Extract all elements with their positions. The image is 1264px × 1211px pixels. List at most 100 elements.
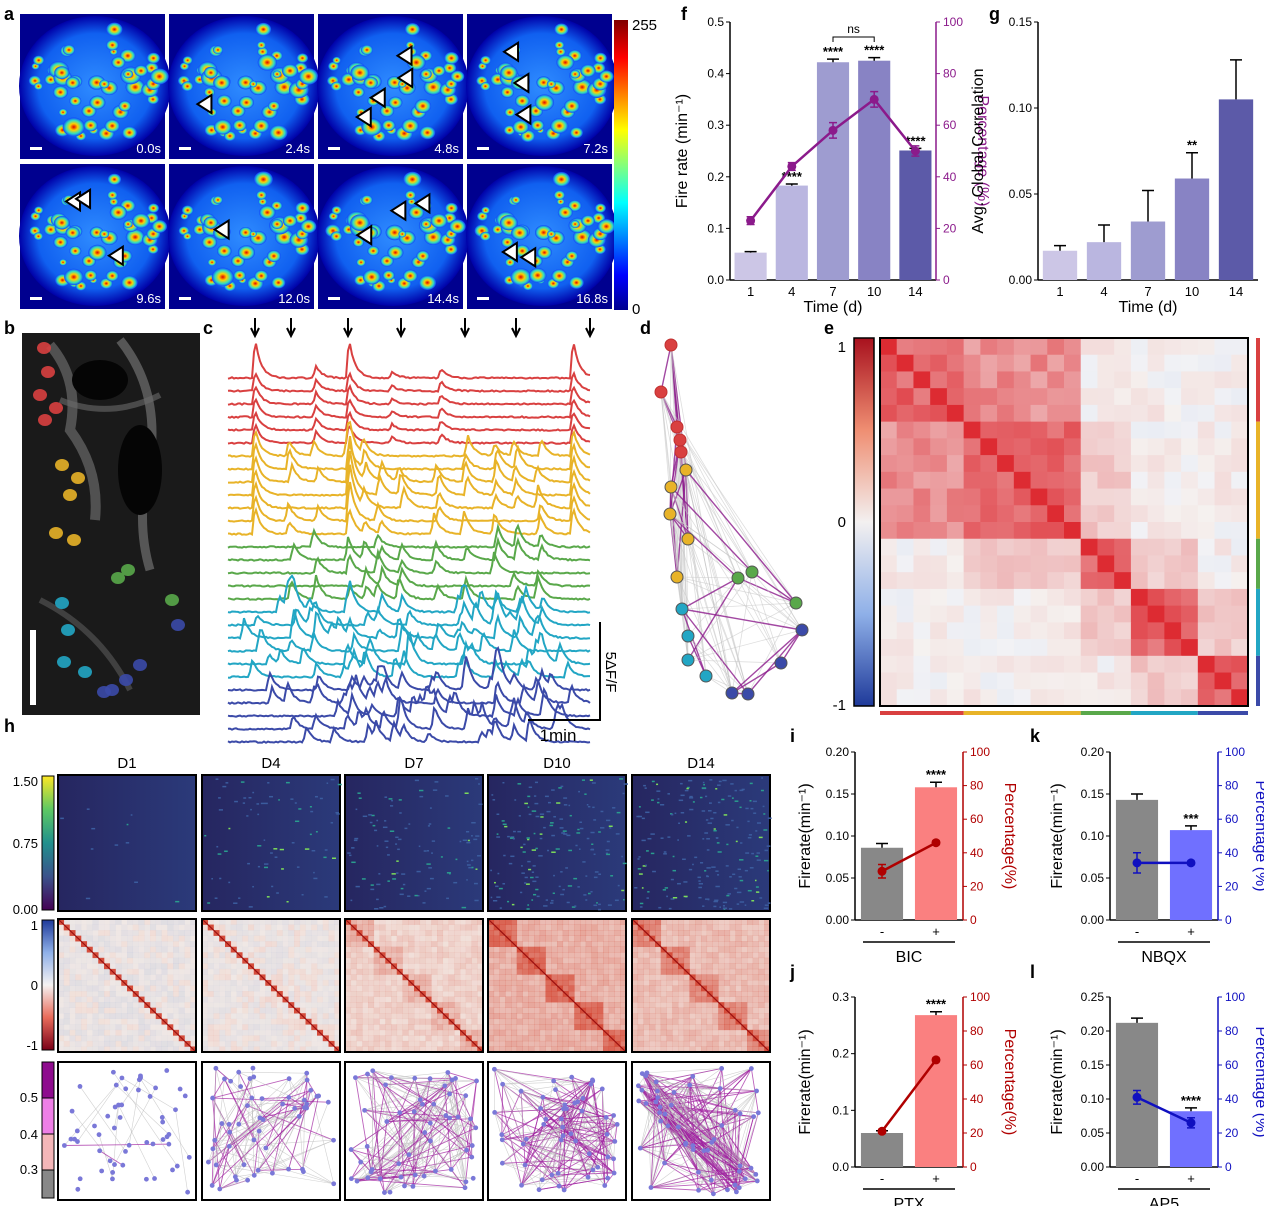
raster-mark bbox=[595, 871, 599, 873]
matrix-cell bbox=[609, 980, 615, 986]
matrix-cell bbox=[98, 1035, 104, 1041]
matrix-cell bbox=[500, 1013, 506, 1019]
matrix-cell bbox=[237, 969, 243, 975]
cell-spot bbox=[267, 250, 281, 262]
xtick-label: 10 bbox=[1185, 284, 1199, 299]
cell-spot bbox=[387, 246, 403, 260]
raster-mark bbox=[295, 802, 297, 804]
matrix-cell bbox=[551, 941, 557, 947]
matrix-cell bbox=[219, 963, 225, 969]
matrix-cell bbox=[185, 974, 191, 980]
matrix-cell bbox=[500, 969, 506, 975]
raster-mark bbox=[475, 835, 479, 837]
matrix-cell bbox=[947, 673, 964, 690]
matrix-cell bbox=[1231, 338, 1248, 355]
matrix-cell bbox=[466, 947, 472, 953]
raster-mark bbox=[510, 856, 514, 858]
matrix-cell bbox=[288, 997, 294, 1003]
matrix-cell bbox=[294, 963, 300, 969]
matrix-cell bbox=[219, 997, 225, 1003]
matrix-cell bbox=[173, 986, 179, 992]
matrix-cell bbox=[374, 1041, 380, 1047]
matrix-cell bbox=[294, 941, 300, 947]
matrix-cell bbox=[133, 958, 139, 964]
matrix-cell bbox=[75, 1013, 81, 1019]
raster-mark bbox=[734, 888, 737, 890]
matrix-cell bbox=[362, 941, 368, 947]
network-node bbox=[700, 670, 712, 682]
y2tick-label: 80 bbox=[1225, 1024, 1239, 1038]
cell-spot bbox=[332, 206, 342, 214]
network-panel bbox=[488, 1062, 626, 1200]
matrix-cell bbox=[81, 1019, 87, 1025]
group-bar-bottom bbox=[1081, 711, 1131, 715]
matrix-cell bbox=[144, 941, 150, 947]
matrix-cell bbox=[563, 1019, 569, 1025]
matrix-cell bbox=[214, 936, 220, 942]
raster-mark bbox=[395, 843, 397, 845]
matrix-cell bbox=[1114, 639, 1131, 656]
day-label: D10 bbox=[543, 755, 571, 772]
calcium-trace bbox=[228, 526, 590, 548]
y2tick-label: 0 bbox=[970, 1160, 977, 1174]
matrix-cell bbox=[597, 1008, 603, 1014]
raster-mark bbox=[383, 827, 387, 829]
matrix-cell bbox=[897, 656, 914, 673]
matrix-cell bbox=[997, 355, 1014, 372]
raster-mark bbox=[710, 818, 713, 820]
network-node bbox=[796, 624, 808, 636]
raster-mark bbox=[493, 900, 497, 902]
panel-label-b: b bbox=[4, 318, 15, 338]
matrix-cell bbox=[505, 952, 511, 958]
network-node bbox=[127, 1143, 132, 1148]
matrix-cell bbox=[311, 1019, 317, 1025]
matrix-cell bbox=[162, 1002, 168, 1008]
matrix-cell bbox=[81, 980, 87, 986]
matrix-cell bbox=[127, 969, 133, 975]
matrix-cell bbox=[466, 930, 472, 936]
matrix-cell bbox=[1215, 371, 1232, 388]
matrix-cell bbox=[162, 941, 168, 947]
matrix-cell bbox=[242, 974, 248, 980]
network-panel bbox=[202, 1062, 340, 1200]
matrix-cell bbox=[81, 947, 87, 953]
raster-mark bbox=[431, 852, 433, 854]
raster-mark bbox=[347, 852, 350, 854]
matrix-cell bbox=[408, 1002, 414, 1008]
matrix-cell bbox=[351, 941, 357, 947]
matrix-cell bbox=[500, 991, 506, 997]
matrix-cell bbox=[449, 974, 455, 980]
raster-mark bbox=[224, 851, 228, 853]
matrix-cell bbox=[414, 958, 420, 964]
network-node bbox=[557, 1184, 562, 1189]
matrix-cell bbox=[980, 606, 997, 623]
matrix-cell bbox=[64, 1002, 70, 1008]
matrix-cell bbox=[277, 974, 283, 980]
matrix-cell bbox=[93, 930, 99, 936]
matrix-cell bbox=[1198, 589, 1215, 606]
raster-mark bbox=[249, 906, 253, 908]
matrix-cell bbox=[1148, 505, 1165, 522]
matrix-cell bbox=[511, 963, 517, 969]
matrix-cell bbox=[414, 941, 420, 947]
matrix-cell bbox=[408, 930, 414, 936]
matrix-cell bbox=[75, 941, 81, 947]
network-node bbox=[331, 1181, 336, 1186]
matrix-cell bbox=[1148, 438, 1165, 455]
group-bar-bottom bbox=[880, 711, 964, 715]
cell-spot bbox=[63, 118, 85, 137]
raster-mark bbox=[396, 860, 398, 862]
cell-spot bbox=[570, 220, 579, 228]
matrix-cell bbox=[127, 936, 133, 942]
matrix-cell bbox=[357, 936, 363, 942]
matrix-cell bbox=[528, 963, 534, 969]
matrix-cell bbox=[144, 1024, 150, 1030]
matrix-cell bbox=[133, 947, 139, 953]
day-label: D7 bbox=[404, 755, 423, 772]
raster-mark bbox=[727, 893, 731, 895]
cell-spot bbox=[416, 250, 429, 261]
matrix-cell bbox=[964, 572, 981, 589]
matrix-cell bbox=[144, 930, 150, 936]
matrix-cell bbox=[139, 941, 145, 947]
